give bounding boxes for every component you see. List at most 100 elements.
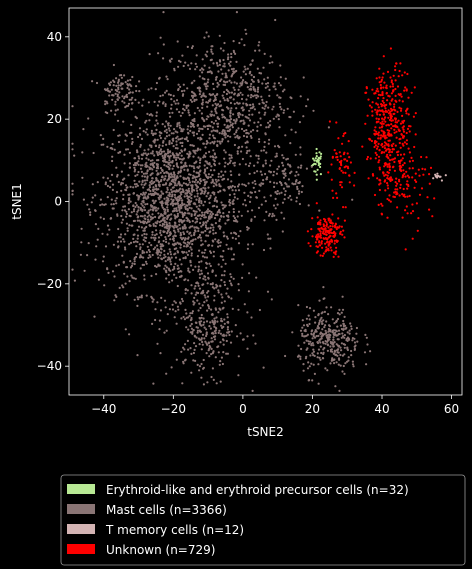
data-point-1 — [188, 195, 191, 198]
data-point-1 — [250, 218, 253, 221]
data-point-1 — [203, 171, 206, 174]
data-point-1 — [259, 117, 262, 120]
data-point-1 — [143, 274, 146, 277]
data-point-1 — [170, 98, 173, 101]
data-point-3 — [374, 157, 377, 160]
data-point-1 — [178, 195, 182, 198]
data-point-1 — [299, 355, 302, 358]
data-point-1 — [272, 117, 275, 120]
data-point-3 — [367, 98, 370, 101]
data-point-1 — [179, 211, 182, 214]
data-point-1 — [214, 156, 217, 159]
data-point-1 — [273, 185, 276, 188]
data-point-1 — [218, 307, 221, 310]
data-point-1 — [208, 210, 211, 213]
data-point-1 — [212, 378, 215, 381]
data-point-3 — [335, 246, 338, 249]
data-point-1 — [178, 126, 182, 129]
data-point-1 — [209, 227, 212, 230]
data-point-1 — [225, 74, 228, 77]
data-point-1 — [257, 157, 260, 160]
data-point-1 — [131, 96, 134, 99]
data-point-3 — [400, 107, 403, 110]
data-point-1 — [193, 99, 196, 103]
data-point-1 — [264, 104, 267, 107]
data-point-1 — [277, 165, 280, 168]
data-point-3 — [370, 106, 373, 109]
data-point-1 — [223, 234, 226, 237]
data-point-1 — [190, 100, 194, 103]
data-point-3 — [348, 181, 351, 184]
data-point-1 — [121, 218, 124, 221]
data-point-1 — [234, 232, 237, 235]
data-point-1 — [179, 218, 182, 222]
data-point-3 — [377, 203, 380, 206]
data-point-1 — [299, 146, 302, 149]
data-point-1 — [164, 183, 167, 186]
data-point-1 — [322, 348, 325, 351]
data-point-1 — [146, 175, 149, 178]
data-point-1 — [162, 43, 165, 46]
data-point-1 — [199, 323, 202, 326]
data-point-1 — [255, 154, 258, 157]
data-point-1 — [191, 243, 194, 246]
data-point-1 — [155, 265, 158, 268]
data-point-1 — [179, 137, 182, 141]
data-point-1 — [136, 240, 139, 244]
data-point-1 — [117, 180, 120, 184]
data-point-0 — [319, 157, 322, 160]
data-point-1 — [134, 205, 137, 209]
data-point-1 — [169, 218, 172, 221]
data-point-1 — [348, 329, 351, 332]
data-point-1 — [295, 200, 298, 203]
data-point-1 — [322, 333, 325, 336]
data-point-1 — [142, 256, 145, 259]
data-point-1 — [214, 274, 217, 277]
data-point-1 — [222, 188, 225, 191]
data-point-1 — [170, 263, 173, 266]
data-point-3 — [424, 168, 427, 171]
data-point-1 — [206, 50, 209, 53]
data-point-1 — [237, 210, 241, 213]
data-point-1 — [307, 340, 310, 343]
data-point-1 — [319, 332, 322, 335]
data-point-1 — [229, 118, 233, 121]
data-point-1 — [141, 204, 144, 207]
data-point-1 — [118, 96, 121, 99]
data-point-3 — [381, 142, 384, 146]
data-point-1 — [275, 155, 278, 158]
data-point-1 — [233, 164, 236, 167]
data-point-1 — [170, 57, 173, 61]
data-point-1 — [195, 198, 198, 201]
data-point-1 — [165, 329, 168, 332]
data-point-1 — [202, 186, 205, 189]
data-point-1 — [228, 129, 231, 132]
data-point-1 — [180, 221, 184, 224]
data-point-1 — [120, 82, 123, 85]
data-point-1 — [305, 105, 308, 108]
data-point-3 — [316, 237, 319, 240]
data-point-1 — [232, 86, 235, 89]
data-point-1 — [176, 212, 179, 215]
data-point-1 — [246, 311, 249, 314]
data-point-1 — [159, 171, 162, 174]
data-point-1 — [179, 171, 182, 174]
data-point-1 — [203, 168, 207, 171]
data-point-1 — [278, 102, 281, 105]
data-point-1 — [163, 171, 166, 175]
data-point-3 — [387, 171, 390, 174]
data-point-1 — [256, 170, 259, 173]
data-point-1 — [184, 256, 187, 259]
data-point-1 — [123, 97, 126, 100]
data-point-1 — [171, 210, 174, 213]
data-point-1 — [332, 338, 335, 341]
data-point-1 — [201, 116, 204, 120]
data-point-1 — [236, 220, 239, 223]
data-point-1 — [154, 191, 157, 194]
data-point-1 — [189, 173, 192, 176]
data-point-1 — [249, 103, 252, 107]
data-point-1 — [147, 211, 150, 214]
data-point-1 — [217, 179, 220, 182]
data-point-1 — [335, 361, 338, 364]
data-point-1 — [239, 332, 242, 335]
